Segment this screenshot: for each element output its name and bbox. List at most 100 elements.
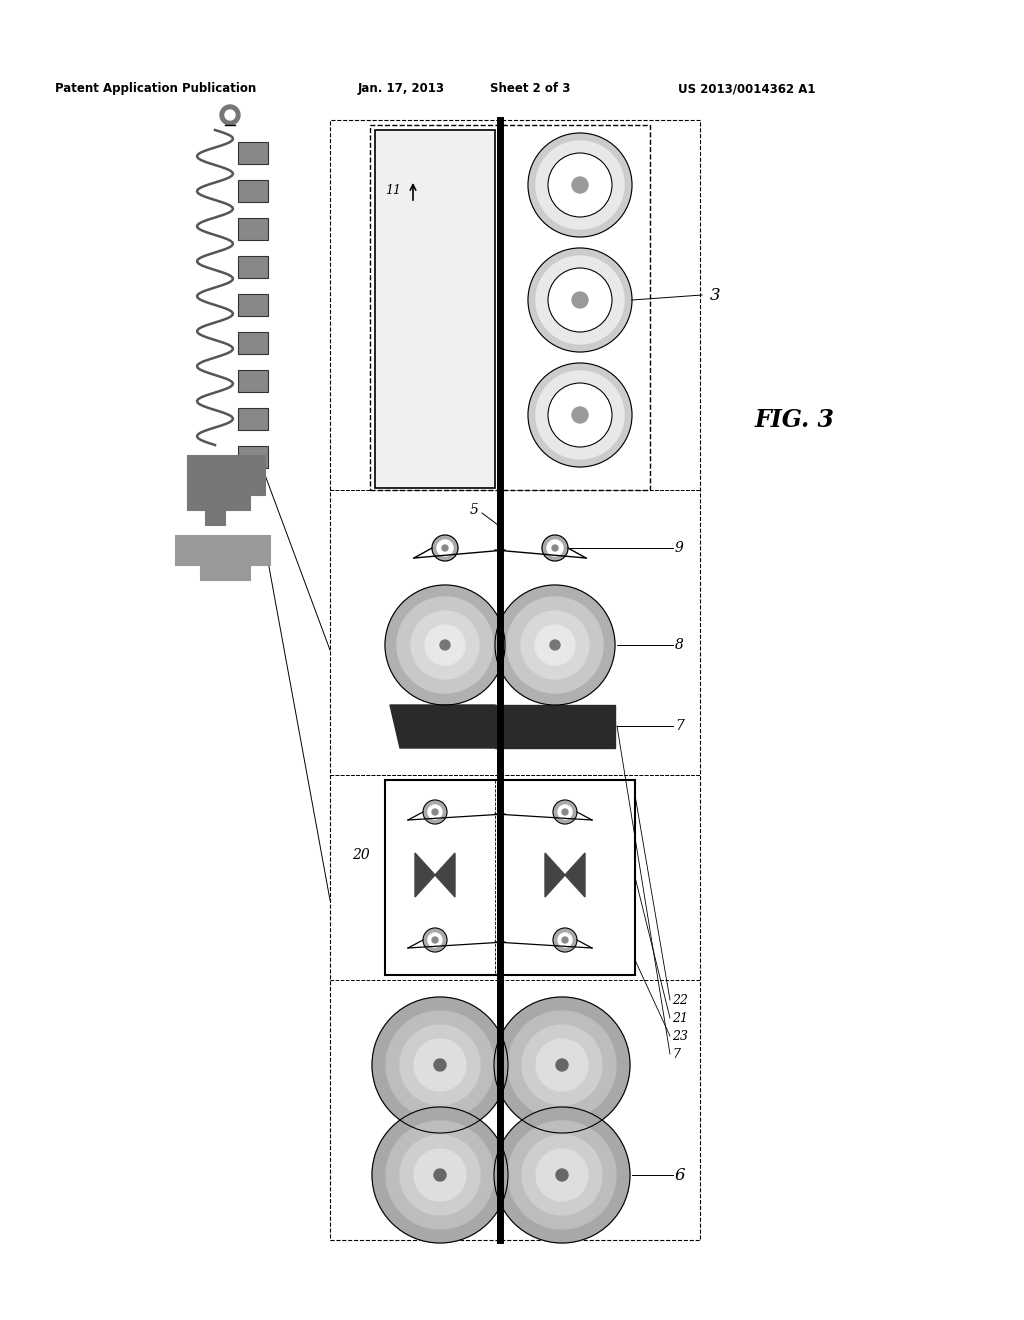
Circle shape [442, 545, 449, 550]
Circle shape [536, 1039, 588, 1092]
Bar [238, 180, 268, 202]
Circle shape [428, 805, 442, 818]
Polygon shape [435, 853, 455, 898]
Circle shape [547, 540, 563, 556]
Circle shape [550, 640, 560, 649]
Circle shape [558, 805, 572, 818]
Text: Jan. 17, 2013: Jan. 17, 2013 [358, 82, 445, 95]
Circle shape [535, 624, 575, 665]
Circle shape [556, 1170, 568, 1181]
Circle shape [494, 997, 630, 1133]
Circle shape [414, 1039, 466, 1092]
Circle shape [536, 141, 624, 228]
Circle shape [220, 106, 240, 125]
Bar [385, 780, 635, 975]
Polygon shape [187, 455, 265, 525]
Text: 23: 23 [672, 1030, 688, 1043]
Circle shape [437, 540, 453, 556]
Polygon shape [495, 705, 615, 748]
Text: 7: 7 [675, 719, 684, 733]
Circle shape [432, 809, 438, 814]
Circle shape [548, 383, 612, 447]
Circle shape [558, 933, 572, 946]
Circle shape [548, 268, 612, 333]
Circle shape [386, 1121, 494, 1229]
Polygon shape [565, 853, 585, 898]
Text: 11: 11 [385, 183, 401, 197]
Bar [238, 256, 268, 279]
Circle shape [556, 1059, 568, 1071]
Text: US 2013/0014362 A1: US 2013/0014362 A1 [678, 82, 815, 95]
Text: 5: 5 [470, 503, 479, 517]
Circle shape [522, 1135, 602, 1214]
Circle shape [372, 1107, 508, 1243]
Circle shape [548, 153, 612, 216]
Circle shape [553, 800, 577, 824]
Text: Patent Application Publication: Patent Application Publication [55, 82, 256, 95]
Polygon shape [415, 853, 435, 898]
Bar [370, 125, 650, 490]
Text: 8: 8 [675, 638, 684, 652]
Circle shape [508, 1121, 616, 1229]
Circle shape [536, 1148, 588, 1201]
Text: 21: 21 [672, 1011, 688, 1024]
Circle shape [562, 809, 568, 814]
Bar [238, 370, 268, 392]
Circle shape [414, 1148, 466, 1201]
Polygon shape [390, 705, 505, 748]
Bar [375, 129, 495, 488]
Circle shape [553, 928, 577, 952]
Circle shape [522, 1026, 602, 1105]
Circle shape [411, 611, 479, 678]
Circle shape [528, 363, 632, 467]
Text: FIG. 3: FIG. 3 [755, 408, 835, 432]
Circle shape [400, 1026, 480, 1105]
Circle shape [562, 937, 568, 942]
Circle shape [372, 997, 508, 1133]
Circle shape [495, 585, 615, 705]
Circle shape [536, 256, 624, 345]
Circle shape [508, 1011, 616, 1119]
Circle shape [432, 535, 458, 561]
Polygon shape [545, 853, 565, 898]
Circle shape [423, 800, 447, 824]
Circle shape [528, 133, 632, 238]
Circle shape [434, 1059, 446, 1071]
Circle shape [572, 177, 588, 193]
Polygon shape [175, 535, 270, 579]
Circle shape [225, 110, 234, 120]
Circle shape [572, 292, 588, 308]
Bar [238, 446, 268, 469]
Circle shape [542, 535, 568, 561]
Circle shape [434, 1170, 446, 1181]
Bar [238, 408, 268, 430]
Circle shape [536, 371, 624, 459]
Circle shape [386, 1011, 494, 1119]
Circle shape [528, 248, 632, 352]
Bar [330, 120, 700, 1239]
Text: 22: 22 [672, 994, 688, 1006]
Circle shape [397, 597, 493, 693]
Bar [238, 218, 268, 240]
Circle shape [385, 585, 505, 705]
Circle shape [572, 407, 588, 422]
Circle shape [440, 640, 450, 649]
Circle shape [494, 1107, 630, 1243]
Bar [238, 143, 268, 164]
Circle shape [552, 545, 558, 550]
Circle shape [428, 933, 442, 946]
Circle shape [425, 624, 465, 665]
Circle shape [432, 937, 438, 942]
Bar [238, 333, 268, 354]
Circle shape [507, 597, 603, 693]
Circle shape [400, 1135, 480, 1214]
Text: 3: 3 [710, 286, 721, 304]
Text: Sheet 2 of 3: Sheet 2 of 3 [490, 82, 570, 95]
Text: 20: 20 [352, 847, 370, 862]
Text: 7: 7 [672, 1048, 680, 1060]
Circle shape [521, 611, 589, 678]
Circle shape [423, 928, 447, 952]
Text: 9: 9 [675, 541, 684, 554]
Text: 6: 6 [675, 1167, 686, 1184]
Bar [238, 294, 268, 315]
